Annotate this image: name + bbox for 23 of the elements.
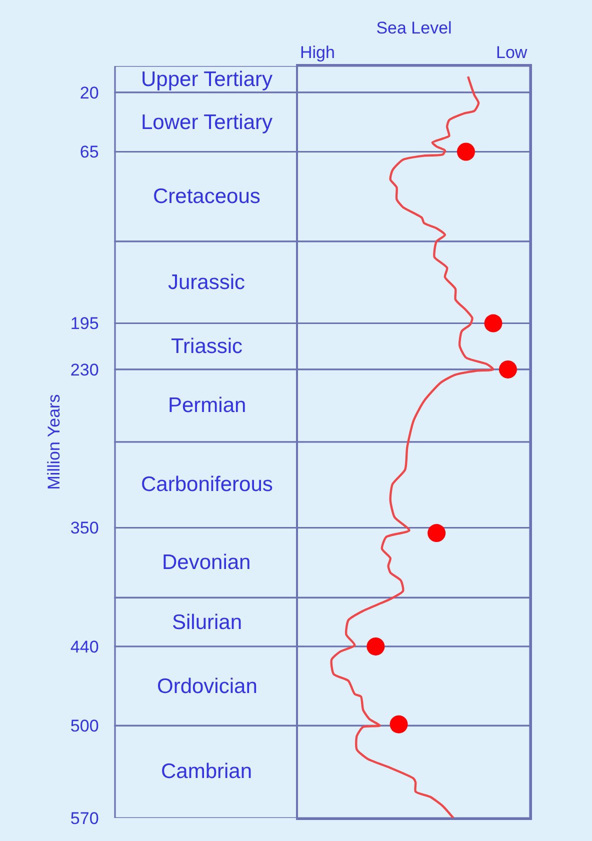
band-label: Silurian [172, 611, 242, 634]
band-label: Permian [168, 394, 246, 417]
band-label: Cretaceous [153, 185, 260, 208]
y-tick-label: 350 [70, 518, 99, 538]
band-label: Cambrian [161, 760, 252, 783]
x-axis-title: Sea Level [376, 18, 452, 38]
y-axis-title: Million Years [44, 394, 64, 490]
band-label: Triassic [171, 335, 243, 358]
text: High [300, 43, 335, 62]
band-label: Jurassic [168, 271, 246, 294]
y-tick-label: 65 [80, 142, 99, 162]
y-tick-label: 230 [70, 360, 99, 380]
y-tick-label: 500 [70, 716, 99, 736]
text: Low [496, 43, 528, 62]
y-tick-label: 570 [70, 808, 99, 828]
band-label: Ordovician [157, 675, 258, 698]
y-tick-label: 20 [80, 83, 99, 102]
y-tick-label: 440 [70, 637, 99, 656]
band-label: Upper Tertiary [141, 68, 273, 91]
band-label: Lower Tertiary [141, 111, 273, 134]
band-label: Devonian [162, 551, 251, 574]
band-label: Carboniferous [141, 473, 273, 496]
y-tick-label: 195 [70, 314, 99, 334]
